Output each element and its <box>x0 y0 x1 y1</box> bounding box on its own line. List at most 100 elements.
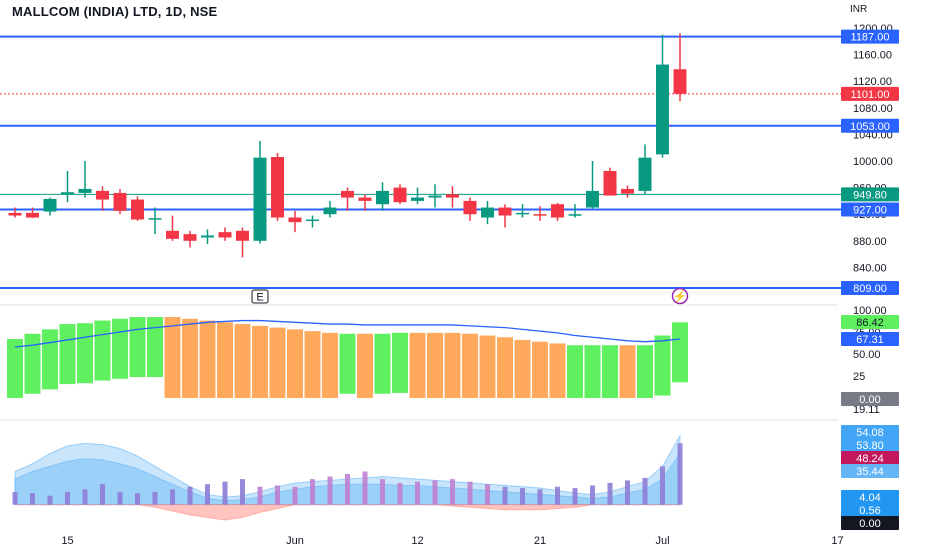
osc-label-zero: 0.00 <box>859 394 880 406</box>
oscillator-bar <box>94 320 111 381</box>
oscillator-bar <box>269 327 286 398</box>
histogram-bar <box>117 491 123 505</box>
oscillator-bar <box>304 331 321 398</box>
candle-body <box>621 188 634 194</box>
histogram-bar <box>152 491 158 505</box>
candle-body <box>236 230 249 241</box>
candle-body <box>516 212 529 215</box>
histogram-bar <box>572 488 578 505</box>
x-tick-label: 15 <box>61 535 73 547</box>
price-label-level-bg <box>841 202 899 217</box>
lower-label-histogram: 48.24 <box>856 453 884 465</box>
x-tick-label: 12 <box>411 535 423 547</box>
candle-body <box>8 212 22 216</box>
histogram-bar <box>555 486 560 505</box>
lower-label-value-bg <box>841 438 899 452</box>
blue-area-series-2 <box>14 451 681 506</box>
lower-label-value: 4.04 <box>859 492 880 504</box>
osc-tick-label: 25 <box>853 371 865 383</box>
oscillator-bar <box>357 333 373 398</box>
x-tick-label: 21 <box>534 535 546 547</box>
osc-label-low: 19.11 <box>853 404 880 416</box>
oscillator-bar <box>584 345 601 398</box>
candle-body <box>673 69 687 94</box>
lower-label-value-bg <box>841 490 899 504</box>
candle-body <box>253 157 267 241</box>
oscillator-bar <box>444 332 461 398</box>
chart-title: MALLCOM (INDIA) LTD, 1D, NSE <box>12 4 218 19</box>
histogram-bar <box>380 479 385 505</box>
oscillator-bar <box>322 332 338 398</box>
candle-body <box>428 195 442 198</box>
candle-body <box>411 197 424 201</box>
oscillator-bar <box>77 323 93 384</box>
oscillator-bar <box>112 318 128 379</box>
candle-body <box>306 219 319 222</box>
oscillator-bar <box>409 332 426 398</box>
y-tick-label: 1160.00 <box>853 50 892 62</box>
histogram-bar <box>65 491 70 505</box>
histogram-bar <box>310 479 315 505</box>
price-label-green-bg <box>841 187 899 202</box>
candle-body <box>586 190 599 208</box>
y-tick-label: 1120.00 <box>853 76 892 88</box>
dividend-marker <box>671 287 689 305</box>
oscillator-bar <box>672 322 688 383</box>
histogram-bar <box>345 474 350 505</box>
y-tick-label: 1000.00 <box>853 156 893 168</box>
time-axis[interactable]: 15 Jun 12 21 Jul 17 <box>61 535 843 547</box>
histogram-bar <box>397 482 403 505</box>
osc-label-value: 86.42 <box>856 317 884 329</box>
oscillator-bar <box>199 320 216 398</box>
oscillator-bar <box>182 318 198 398</box>
histogram-bar <box>82 489 88 505</box>
candle-body <box>96 190 109 200</box>
oscillator-bar <box>392 332 408 393</box>
x-tick-label: Jun <box>286 535 304 547</box>
osc-tick-label: 50.00 <box>853 349 881 361</box>
lower-label-value-bg <box>841 503 899 517</box>
y-tick-label: 880.00 <box>853 236 887 248</box>
lower-label-value: 53.80 <box>856 440 884 452</box>
candle-body <box>166 230 179 239</box>
oscillator-bar <box>479 335 496 398</box>
histogram-bar <box>485 484 490 505</box>
oscillator-bar <box>42 329 58 390</box>
x-tick-label: Jul <box>655 535 669 547</box>
horizontal-levels[interactable] <box>0 35 845 290</box>
histogram-bar <box>362 471 368 505</box>
oscillator-signal-line <box>14 319 681 348</box>
oscillator-bar <box>217 322 233 398</box>
blue-area-series <box>14 433 681 506</box>
oscillator-bar <box>549 343 566 398</box>
oscillator-bar <box>147 317 163 378</box>
oscillator-bar <box>567 345 583 398</box>
oscillator-bar <box>234 324 251 398</box>
histogram-bar <box>450 479 455 505</box>
candle-body <box>288 217 302 223</box>
candle-body <box>43 198 57 212</box>
candle-body <box>113 192 127 211</box>
candle-body <box>341 190 354 198</box>
y-tick-label: 1080.00 <box>853 103 893 115</box>
price-label-level: 809.00 <box>853 283 887 295</box>
oscillator-bar <box>164 317 181 398</box>
lower-label-zero: 0.00 <box>859 518 880 530</box>
earnings-marker <box>251 289 269 304</box>
candle-body <box>498 207 512 216</box>
candle-body <box>376 190 389 205</box>
candle-body <box>218 232 232 238</box>
candlestick-series <box>8 33 687 258</box>
price-label-current-bg <box>841 86 899 101</box>
price-label-level-bg <box>841 281 899 296</box>
oscillator-bar <box>654 335 671 396</box>
oscillator-bar <box>637 345 653 398</box>
candle-body <box>78 188 92 193</box>
price-label-level: 1187.00 <box>851 32 890 44</box>
price-label-level-bg <box>841 29 899 44</box>
event-markers[interactable]: E ⚡ <box>251 287 689 305</box>
histogram-bar <box>607 482 613 505</box>
price-label-level-bg <box>841 118 899 133</box>
histogram-bar <box>257 486 263 505</box>
